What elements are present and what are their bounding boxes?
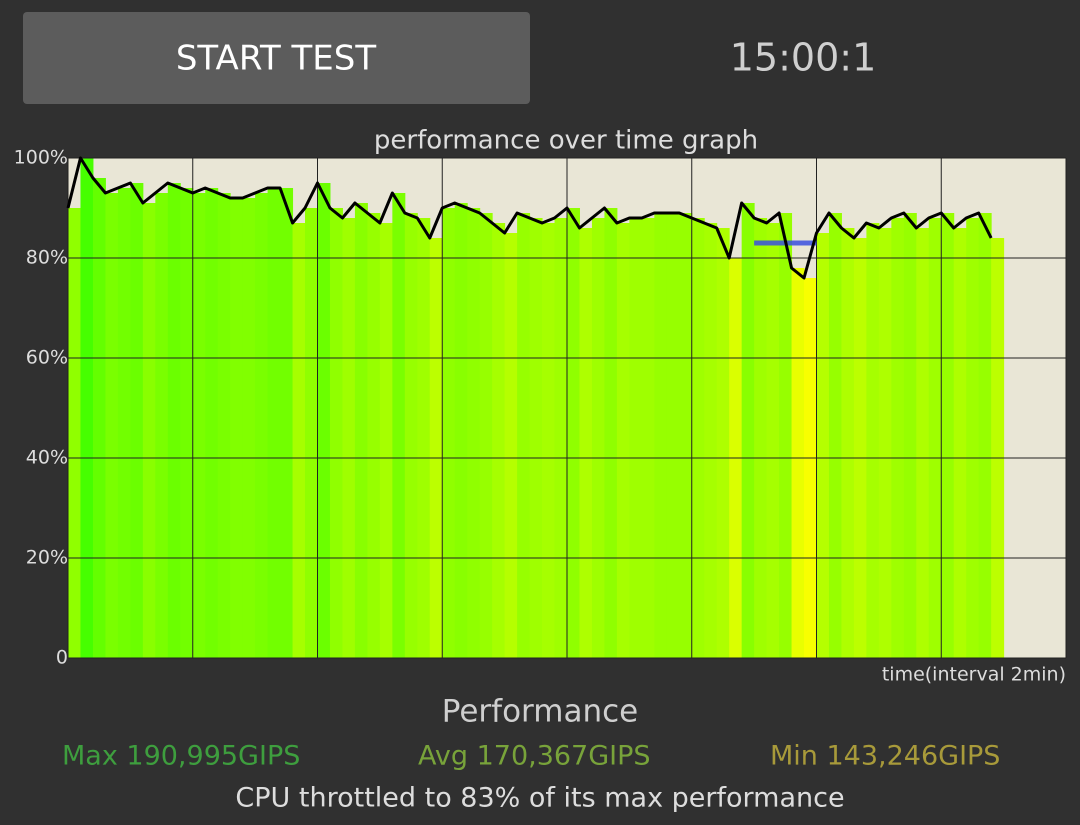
performance-bar — [953, 228, 967, 658]
performance-bar — [280, 188, 294, 658]
performance-bar — [679, 213, 693, 658]
performance-bar — [180, 188, 194, 658]
performance-bar — [155, 193, 169, 658]
performance-bar — [417, 218, 431, 658]
performance-bar — [429, 238, 443, 658]
performance-bar — [404, 213, 418, 658]
performance-bar — [928, 218, 942, 658]
stats-title: Performance — [442, 694, 638, 730]
performance-bar — [704, 223, 718, 658]
performance-bar — [442, 208, 456, 658]
performance-bar — [691, 218, 705, 658]
performance-bar — [916, 228, 930, 658]
start-button-label[interactable]: START TEST — [176, 39, 377, 79]
performance-bar — [853, 238, 867, 658]
performance-bar — [604, 208, 618, 658]
performance-bar — [866, 223, 880, 658]
performance-bar — [779, 213, 793, 658]
performance-bar — [255, 193, 269, 658]
performance-bar — [766, 223, 780, 658]
performance-bar — [92, 178, 106, 658]
performance-bar — [554, 218, 568, 658]
performance-bar — [117, 188, 131, 658]
timer: 15:00:1 — [730, 36, 877, 80]
stat-max: Max 190,995GIPS — [62, 741, 300, 772]
performance-bar — [666, 213, 680, 658]
performance-bar — [105, 193, 119, 658]
performance-bar — [167, 183, 181, 658]
performance-bar — [567, 208, 580, 658]
performance-bar — [891, 218, 905, 658]
performance-bar — [242, 198, 256, 658]
performance-bar — [966, 218, 980, 658]
y-tick-label: 0 — [56, 647, 68, 669]
performance-bar — [529, 218, 543, 658]
performance-bar — [354, 203, 368, 658]
performance-bar — [828, 213, 842, 658]
performance-bar — [591, 218, 605, 658]
performance-bar — [317, 183, 331, 658]
performance-bar — [392, 193, 406, 658]
performance-bar — [716, 228, 730, 658]
performance-bar — [978, 213, 992, 658]
performance-bar — [492, 223, 506, 658]
performance-bar — [654, 213, 668, 658]
summary: CPU throttled to 83% of its max performa… — [235, 783, 844, 814]
performance-bar — [217, 193, 231, 658]
performance-bar — [479, 213, 493, 658]
performance-bar — [329, 208, 343, 658]
stat-min: Min 143,246GIPS — [770, 741, 1000, 772]
performance-bar — [816, 233, 830, 658]
performance-bar — [804, 278, 817, 658]
y-tick-label: 40% — [26, 447, 68, 469]
y-tick-label: 20% — [26, 547, 68, 569]
performance-bar — [629, 218, 643, 658]
performance-bar — [791, 268, 805, 658]
performance-bar — [68, 208, 81, 658]
performance-bar — [192, 193, 206, 658]
performance-bar — [841, 228, 855, 658]
performance-bar — [379, 223, 393, 658]
performance-bar — [454, 203, 468, 658]
performance-bar — [80, 158, 94, 658]
performance-bar — [142, 203, 156, 658]
performance-bar — [267, 188, 281, 658]
performance-bar — [342, 218, 356, 658]
performance-bar — [903, 213, 917, 658]
performance-bar — [991, 238, 1005, 658]
performance-bar — [205, 188, 219, 658]
performance-line — [66, 156, 993, 280]
performance-bar — [641, 218, 655, 658]
performance-bar — [230, 198, 244, 658]
performance-bar — [305, 208, 318, 658]
y-tick-label: 60% — [26, 347, 68, 369]
y-tick-label: 80% — [26, 247, 68, 269]
performance-bar — [741, 203, 755, 658]
chart-title: performance over time graph — [374, 126, 758, 156]
performance-bar — [504, 233, 518, 658]
performance-bar — [130, 183, 144, 658]
performance-bar — [292, 223, 306, 658]
performance-bar — [754, 218, 768, 658]
x-axis-label: time(interval 2min) — [882, 664, 1066, 686]
performance-bar — [878, 228, 892, 658]
performance-bar — [941, 213, 955, 658]
performance-bar — [542, 223, 556, 658]
start-button[interactable] — [23, 12, 530, 104]
performance-bar — [579, 228, 593, 658]
performance-bar — [467, 208, 481, 658]
performance-bar — [517, 213, 531, 658]
performance-bar — [367, 213, 381, 658]
y-tick-label: 100% — [14, 147, 68, 169]
performance-bar — [616, 223, 630, 658]
stat-avg: Avg 170,367GIPS — [418, 741, 651, 772]
